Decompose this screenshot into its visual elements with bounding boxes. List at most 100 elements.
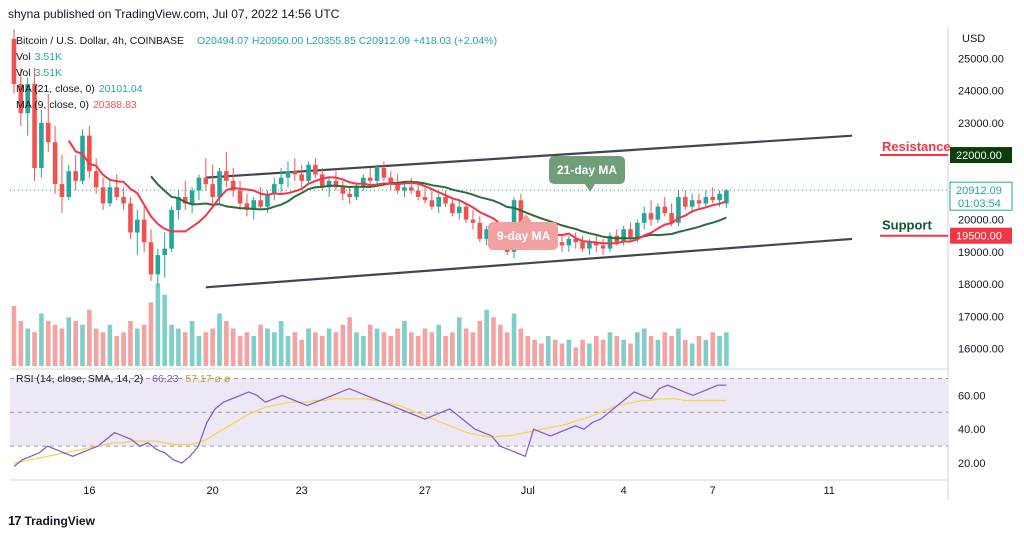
volume-bar [395, 328, 400, 366]
candle-body [73, 171, 78, 181]
candle-body [559, 242, 565, 246]
volume-bar [230, 328, 236, 366]
candle [25, 77, 30, 136]
support-price-label: 19500.00 [956, 231, 1002, 243]
candle-body [477, 222, 483, 239]
candle-body [463, 206, 469, 220]
candle [224, 151, 229, 188]
x-tick-label: 7 [710, 485, 716, 497]
candle-body [265, 193, 270, 207]
candle [374, 164, 380, 185]
volume-bar [436, 324, 441, 366]
ma21-tag-pointer [585, 184, 595, 192]
volume-bar [52, 324, 58, 366]
symbol-label: Bitcoin / U.S. Dollar, 4h, COINBASE [16, 35, 185, 47]
candle-body [600, 245, 606, 249]
volume-bar [724, 332, 729, 366]
candle [230, 167, 236, 197]
y-tick-label: 18000.00 [958, 279, 1004, 291]
volume-bar [422, 328, 428, 366]
candle-body [155, 255, 161, 275]
candle-body [176, 197, 181, 210]
candle-body [25, 84, 30, 114]
candle-body [39, 122, 44, 168]
volume-bar [628, 343, 633, 366]
candle [662, 197, 668, 217]
candle-body [450, 203, 455, 214]
candle-body [80, 135, 85, 181]
candle-body [66, 171, 72, 197]
candle [580, 235, 585, 252]
candle-body [299, 174, 304, 181]
candle [456, 200, 462, 220]
candle [593, 235, 599, 252]
candle [148, 229, 154, 281]
candle-body [196, 177, 202, 191]
candle-body [566, 238, 572, 246]
y-tick-label: 19000.00 [958, 247, 1004, 259]
candle-body [100, 187, 106, 204]
volume-bar [621, 339, 626, 366]
candle-body [628, 229, 633, 239]
candle [415, 184, 421, 201]
volume-bar [655, 339, 661, 366]
rsi-tick-label: 60.00 [958, 390, 986, 402]
volume-bar [217, 313, 222, 366]
candle-body [169, 209, 174, 249]
candle-body [689, 200, 695, 207]
volume-bar [587, 343, 592, 366]
vol-label-2: Vol [16, 67, 31, 79]
candle-body [93, 171, 99, 188]
volume-bar [415, 336, 421, 366]
volume-bar [237, 336, 243, 366]
x-tick-label: 16 [83, 485, 95, 497]
volume-bar [278, 321, 284, 366]
candle-body [148, 242, 154, 275]
volume-bar [525, 336, 531, 366]
resistance-price-label: 22000.00 [956, 150, 1002, 162]
y-tick-label: 20000.00 [958, 215, 1004, 227]
volume-bar [319, 336, 325, 366]
candle-body [11, 38, 17, 85]
rsi-legend: RSI (14, close, SMA, 14, 2) 66.23 57.17 … [16, 373, 230, 385]
countdown-label: 01:03:54 [958, 198, 1001, 210]
volume-bar [546, 336, 551, 366]
volume-bar [463, 328, 469, 366]
candle-body [128, 203, 133, 233]
volume-bar [347, 317, 352, 366]
volume-bar [32, 332, 37, 366]
candle-body [340, 187, 346, 194]
candle-body [52, 142, 58, 185]
volume-bar [669, 336, 674, 366]
candle-body [354, 187, 359, 197]
candle [285, 161, 291, 188]
last-price-box [949, 181, 1013, 211]
ma9-value: 20388.83 [92, 99, 137, 111]
candle [724, 188, 729, 208]
chart-legend: Bitcoin / U.S. Dollar, 4h, COINBASE O204… [16, 33, 497, 113]
candle [429, 190, 435, 210]
volume-bar [491, 317, 496, 366]
resistance-price-box [950, 147, 1012, 164]
volume-bar [450, 332, 455, 366]
rsi-value: 66.23 [152, 373, 179, 385]
candle [169, 206, 174, 252]
x-tick-label: 23 [296, 485, 308, 497]
volume-bar [182, 332, 188, 366]
volume-bar [148, 302, 154, 366]
candle-body [402, 187, 407, 191]
candle [559, 235, 565, 252]
candle-body [422, 197, 428, 201]
volume-bar [128, 321, 133, 366]
candle [347, 187, 352, 204]
candle-body [456, 206, 462, 214]
publisher-line: shyna published on TradingView.com, Jul … [8, 7, 340, 21]
candle-body [593, 242, 599, 246]
candle-body [114, 187, 120, 197]
ma9-line [67, 140, 727, 245]
candle [367, 167, 373, 188]
volume-bar [683, 339, 688, 366]
candle-body [669, 213, 674, 223]
candle-body [676, 197, 681, 223]
